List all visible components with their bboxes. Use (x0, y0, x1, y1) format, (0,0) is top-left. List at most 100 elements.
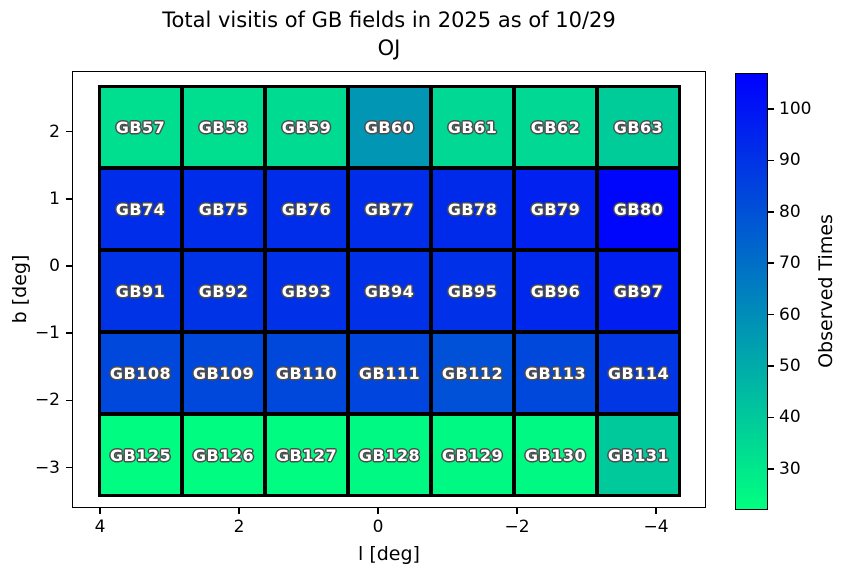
field-label: GB126 (192, 445, 255, 465)
heatmap-cell-GB126: GB126 (184, 416, 263, 494)
field-label: GB80 (613, 199, 664, 219)
heatmap-cell-GB112: GB112 (433, 334, 512, 412)
field-label: GB79 (530, 199, 581, 219)
heatmap-cell-GB110: GB110 (267, 334, 346, 412)
heatmap-cell-GB130: GB130 (516, 416, 595, 494)
field-label: GB78 (447, 199, 498, 219)
x-tick-−2-mark (516, 508, 518, 514)
colorbar-tick-80-label: 80 (779, 201, 801, 222)
field-label: GB76 (281, 199, 332, 219)
heatmap-cell-GB131: GB131 (599, 416, 678, 494)
field-label: GB129 (441, 445, 504, 465)
field-label: GB110 (275, 363, 338, 383)
heatmap-cell-GB113: GB113 (516, 334, 595, 412)
colorbar-tick-90-label: 90 (779, 150, 801, 171)
y-tick-−2-mark (66, 399, 72, 402)
colorbar-tick-100-mark (768, 108, 774, 110)
colorbar-tick-50-mark (768, 365, 774, 367)
heatmap-cell-GB60: GB60 (350, 88, 429, 166)
colorbar-tick-40-mark (768, 416, 774, 419)
colorbar-gradient (735, 73, 768, 510)
field-label: GB60 (364, 117, 415, 137)
y-tick-0-mark (66, 265, 72, 267)
x-tick-−2-label: −2 (504, 517, 530, 537)
heatmap-cell-GB94: GB94 (350, 252, 429, 330)
field-label: GB74 (115, 199, 166, 219)
field-label: GB77 (364, 199, 415, 219)
colorbar-tick-90-mark (768, 159, 774, 162)
heatmap-cell-GB57: GB57 (101, 88, 180, 166)
heatmap-cell-GB93: GB93 (267, 252, 346, 330)
x-tick-−4-mark (655, 508, 657, 514)
heatmap-cell-GB75: GB75 (184, 170, 263, 248)
heatmap-cell-GB97: GB97 (599, 252, 678, 330)
colorbar-tick-30-label: 30 (779, 458, 801, 479)
y-tick-−3-label: −3 (34, 457, 60, 478)
heatmap-cell-GB77: GB77 (350, 170, 429, 248)
heatmap-cell-GB80: GB80 (599, 170, 678, 248)
heatmap-cell-GB59: GB59 (267, 88, 346, 166)
heatmap-cell-GB62: GB62 (516, 88, 595, 166)
field-label: GB125 (109, 445, 172, 465)
x-axis-label: l [deg] (358, 543, 420, 565)
field-label: GB114 (607, 363, 670, 383)
y-tick-1-mark (66, 198, 72, 200)
x-tick-4-label: 4 (94, 517, 106, 537)
field-label: GB131 (607, 445, 670, 465)
x-tick-2-label: 2 (233, 517, 245, 537)
heatmap-cell-GB109: GB109 (184, 334, 263, 412)
y-tick-−3-mark (66, 466, 72, 469)
y-tick-−1-label: −1 (34, 323, 60, 344)
field-label: GB127 (275, 445, 338, 465)
y-tick-2-label: 2 (49, 121, 60, 142)
field-label: GB113 (524, 363, 587, 383)
field-label: GB97 (613, 281, 664, 301)
field-label: GB109 (192, 363, 255, 383)
field-label: GB108 (109, 363, 172, 383)
heatmap-cell-GB127: GB127 (267, 416, 346, 494)
colorbar-tick-60-label: 60 (779, 304, 801, 325)
colorbar-tick-30-mark (768, 468, 774, 470)
field-label: GB96 (530, 281, 581, 301)
field-label: GB58 (198, 117, 249, 137)
field-label: GB61 (447, 117, 498, 137)
heatmap-cell-GB61: GB61 (433, 88, 512, 166)
field-label: GB75 (198, 199, 249, 219)
heatmap-cell-GB63: GB63 (599, 88, 678, 166)
field-label: GB130 (524, 445, 587, 465)
x-tick-−4-label: −4 (643, 517, 669, 537)
heatmap-cell-GB129: GB129 (433, 416, 512, 494)
colorbar-tick-60-mark (768, 313, 774, 316)
colorbar-tick-80-mark (768, 211, 774, 213)
field-label: GB128 (358, 445, 421, 465)
field-label: GB112 (441, 363, 504, 383)
colorbar-tick-70-label: 70 (779, 253, 801, 274)
y-tick-2-mark (66, 130, 72, 133)
heatmap-cell-GB114: GB114 (599, 334, 678, 412)
heatmap-cell-GB91: GB91 (101, 252, 180, 330)
heatmap-cell-GB58: GB58 (184, 88, 263, 166)
heatmap-cell-GB92: GB92 (184, 252, 263, 330)
heatmap-cell-GB79: GB79 (516, 170, 595, 248)
field-label: GB91 (115, 281, 166, 301)
y-axis-label: b [deg] (9, 254, 31, 324)
y-tick-1-label: 1 (49, 188, 60, 209)
heatmap-cell-GB76: GB76 (267, 170, 346, 248)
x-tick-4-mark (99, 508, 101, 514)
heatmap-cell-GB111: GB111 (350, 334, 429, 412)
heatmap-cell-GB125: GB125 (101, 416, 180, 494)
y-tick-0-label: 0 (49, 256, 60, 276)
chart-title-line2: OJ (377, 36, 401, 61)
colorbar-tick-40-label: 40 (779, 407, 801, 428)
heatmap-cell-GB108: GB108 (101, 334, 180, 412)
y-tick-−2-label: −2 (34, 390, 60, 411)
heatmap-grid: GB57 GB58 GB59 GB60 GB61 GB62 GB63 GB74 GB75 GB76… (98, 85, 681, 497)
chart-title-line1: Total visitis of GB fields in 2025 as of… (162, 8, 616, 32)
field-label: GB111 (358, 363, 421, 383)
colorbar-tick-50-label: 50 (779, 356, 801, 377)
x-tick-0-mark (377, 508, 379, 514)
field-label: GB93 (281, 281, 332, 301)
field-label: GB94 (364, 281, 415, 301)
field-label: GB57 (115, 117, 166, 137)
